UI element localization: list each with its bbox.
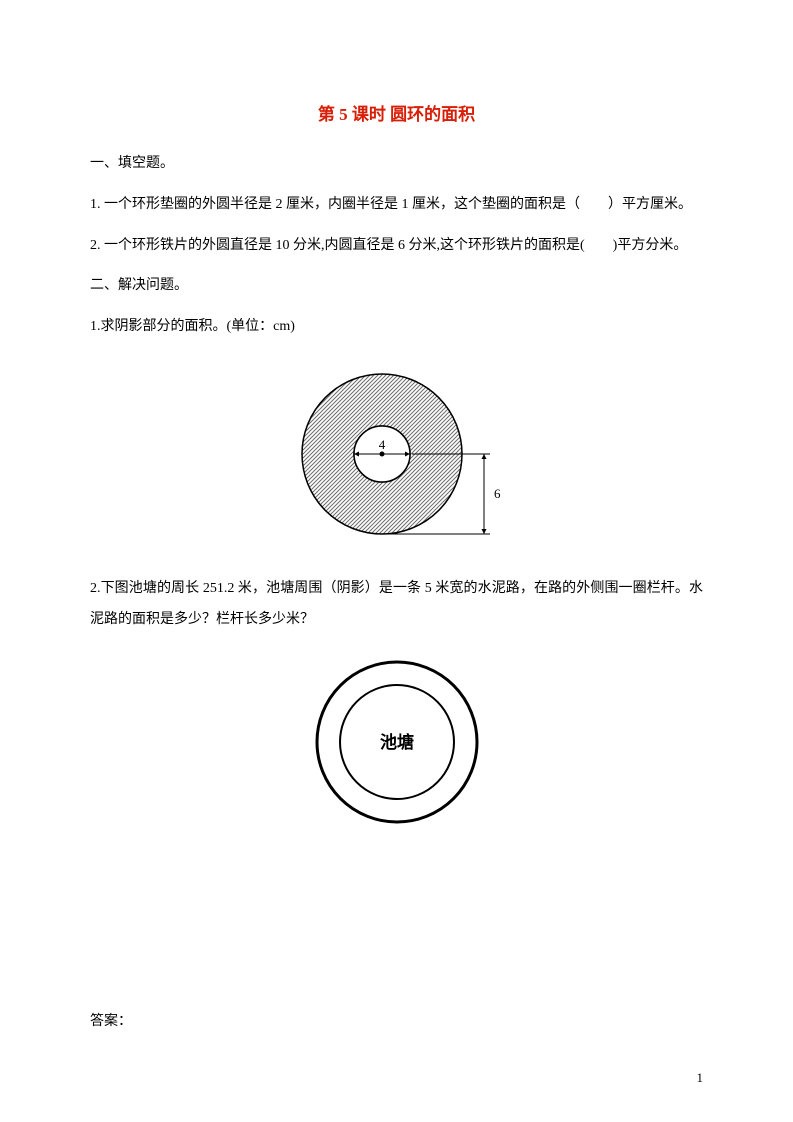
problem-2-2-text: 2.下图池塘的周长 251.2 米，池塘周围（阴影）是一条 5 米宽的水泥路，在… xyxy=(90,574,703,636)
svg-text:4: 4 xyxy=(378,437,385,452)
answer-label: 答案： xyxy=(90,1007,703,1038)
question-1-1: 1. 一个环形垫圈的外圆半径是 2 厘米，内圈半径是 1 厘米，这个垫圈的面积是… xyxy=(90,190,703,221)
page-title: 第 5 课时 圆环的面积 xyxy=(90,100,703,125)
figure-1-svg: 46 xyxy=(282,359,512,549)
figure-1-annulus: 46 xyxy=(90,359,703,554)
question-1-2: 2. 一个环形铁片的外圆直径是 10 分米,内圆直径是 6 分米,这个环形铁片的… xyxy=(90,231,703,262)
page-number: 1 xyxy=(697,1070,704,1086)
svg-text:6: 6 xyxy=(494,486,501,501)
svg-text:池塘: 池塘 xyxy=(380,732,414,752)
section-2-heading: 二、解决问题。 xyxy=(90,271,703,302)
section-1-heading: 一、填空题。 xyxy=(90,149,703,180)
problem-2-1-heading: 1.求阴影部分的面积。(单位：cm) xyxy=(90,312,703,343)
figure-2-pond: 池塘 xyxy=(90,652,703,837)
figure-2-svg: 池塘 xyxy=(307,652,487,832)
